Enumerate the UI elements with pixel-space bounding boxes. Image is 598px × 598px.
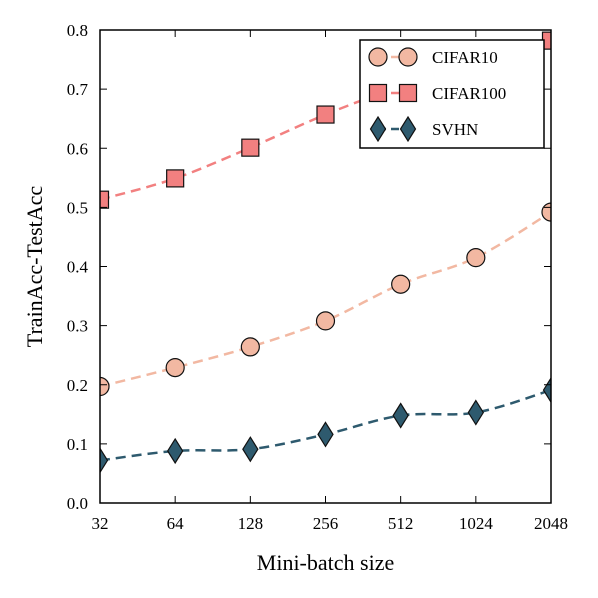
x-tick-label: 1024 [459,514,494,533]
legend-marker-cifar10 [398,47,418,67]
legend-marker-svhn [399,115,417,143]
x-axis-title: Mini-batch size [257,550,394,575]
x-tick-label: 256 [313,514,339,533]
data-point-cifar10-1024 [466,248,486,268]
x-tick-label: 32 [92,514,109,533]
x-tick-label: 512 [388,514,414,533]
data-point-svhn-128 [242,436,259,463]
data-point-cifar100-128 [241,138,260,157]
data-point-cifar100-256 [316,105,335,124]
x-tick-label: 2048 [534,514,568,533]
legend-item-cifar100: CIFAR100 [368,83,506,103]
data-point-cifar10-512 [391,274,411,294]
series-line-cifar10 [100,211,551,388]
data-point-cifar100-64 [166,169,185,188]
legend-box [359,39,545,149]
data-point-cifar10-64 [165,358,185,378]
legend-marker-svhn [369,115,387,143]
data-point-svhn-256 [317,421,334,448]
data-point-cifar100-32 [100,190,110,209]
y-tick-label: 0.0 [67,494,88,513]
y-axis-title: TrainAcc-TestAcc [22,186,47,348]
data-point-svhn-32 [100,447,109,474]
legend-label-cifar10: CIFAR10 [432,48,498,67]
legend-item-svhn: SVHN [369,115,478,143]
data-point-svhn-1024 [467,399,485,426]
series-svhn [100,376,551,474]
y-tick-label: 0.6 [67,139,88,158]
series-cifar10 [100,202,551,397]
y-tick-label: 0.4 [67,258,89,277]
y-tick-label: 0.3 [67,317,88,336]
legend: CIFAR10 CIFAR100 SVHN [359,39,545,149]
y-tick-label: 0.7 [67,80,89,99]
y-tick-label: 0.8 [67,21,88,40]
x-tick-label: 128 [238,514,264,533]
data-point-svhn-64 [166,437,184,465]
data-point-svhn-2048 [542,376,551,404]
legend-label-cifar100: CIFAR100 [432,84,506,103]
legend-marker-cifar100 [398,83,418,103]
ticks-layer: 32 64 128 256 512 1024 2048 0.0 0.1 0.2 0.3 0.4 0.5 0… [67,21,568,533]
y-tick-label: 0.5 [67,198,88,217]
x-tick-label: 64 [167,514,185,533]
data-point-svhn-512 [392,402,409,429]
legend-marker-cifar100 [368,83,388,103]
data-point-cifar10-32 [100,376,110,397]
data-point-cifar10-256 [315,311,336,331]
data-point-cifar10-128 [240,337,260,357]
y-tick-label: 0.1 [67,435,88,454]
y-tick-label: 0.2 [67,376,88,395]
legend-item-cifar10: CIFAR10 [368,47,498,67]
legend-marker-cifar10 [368,47,388,67]
legend-label-svhn: SVHN [432,120,478,139]
